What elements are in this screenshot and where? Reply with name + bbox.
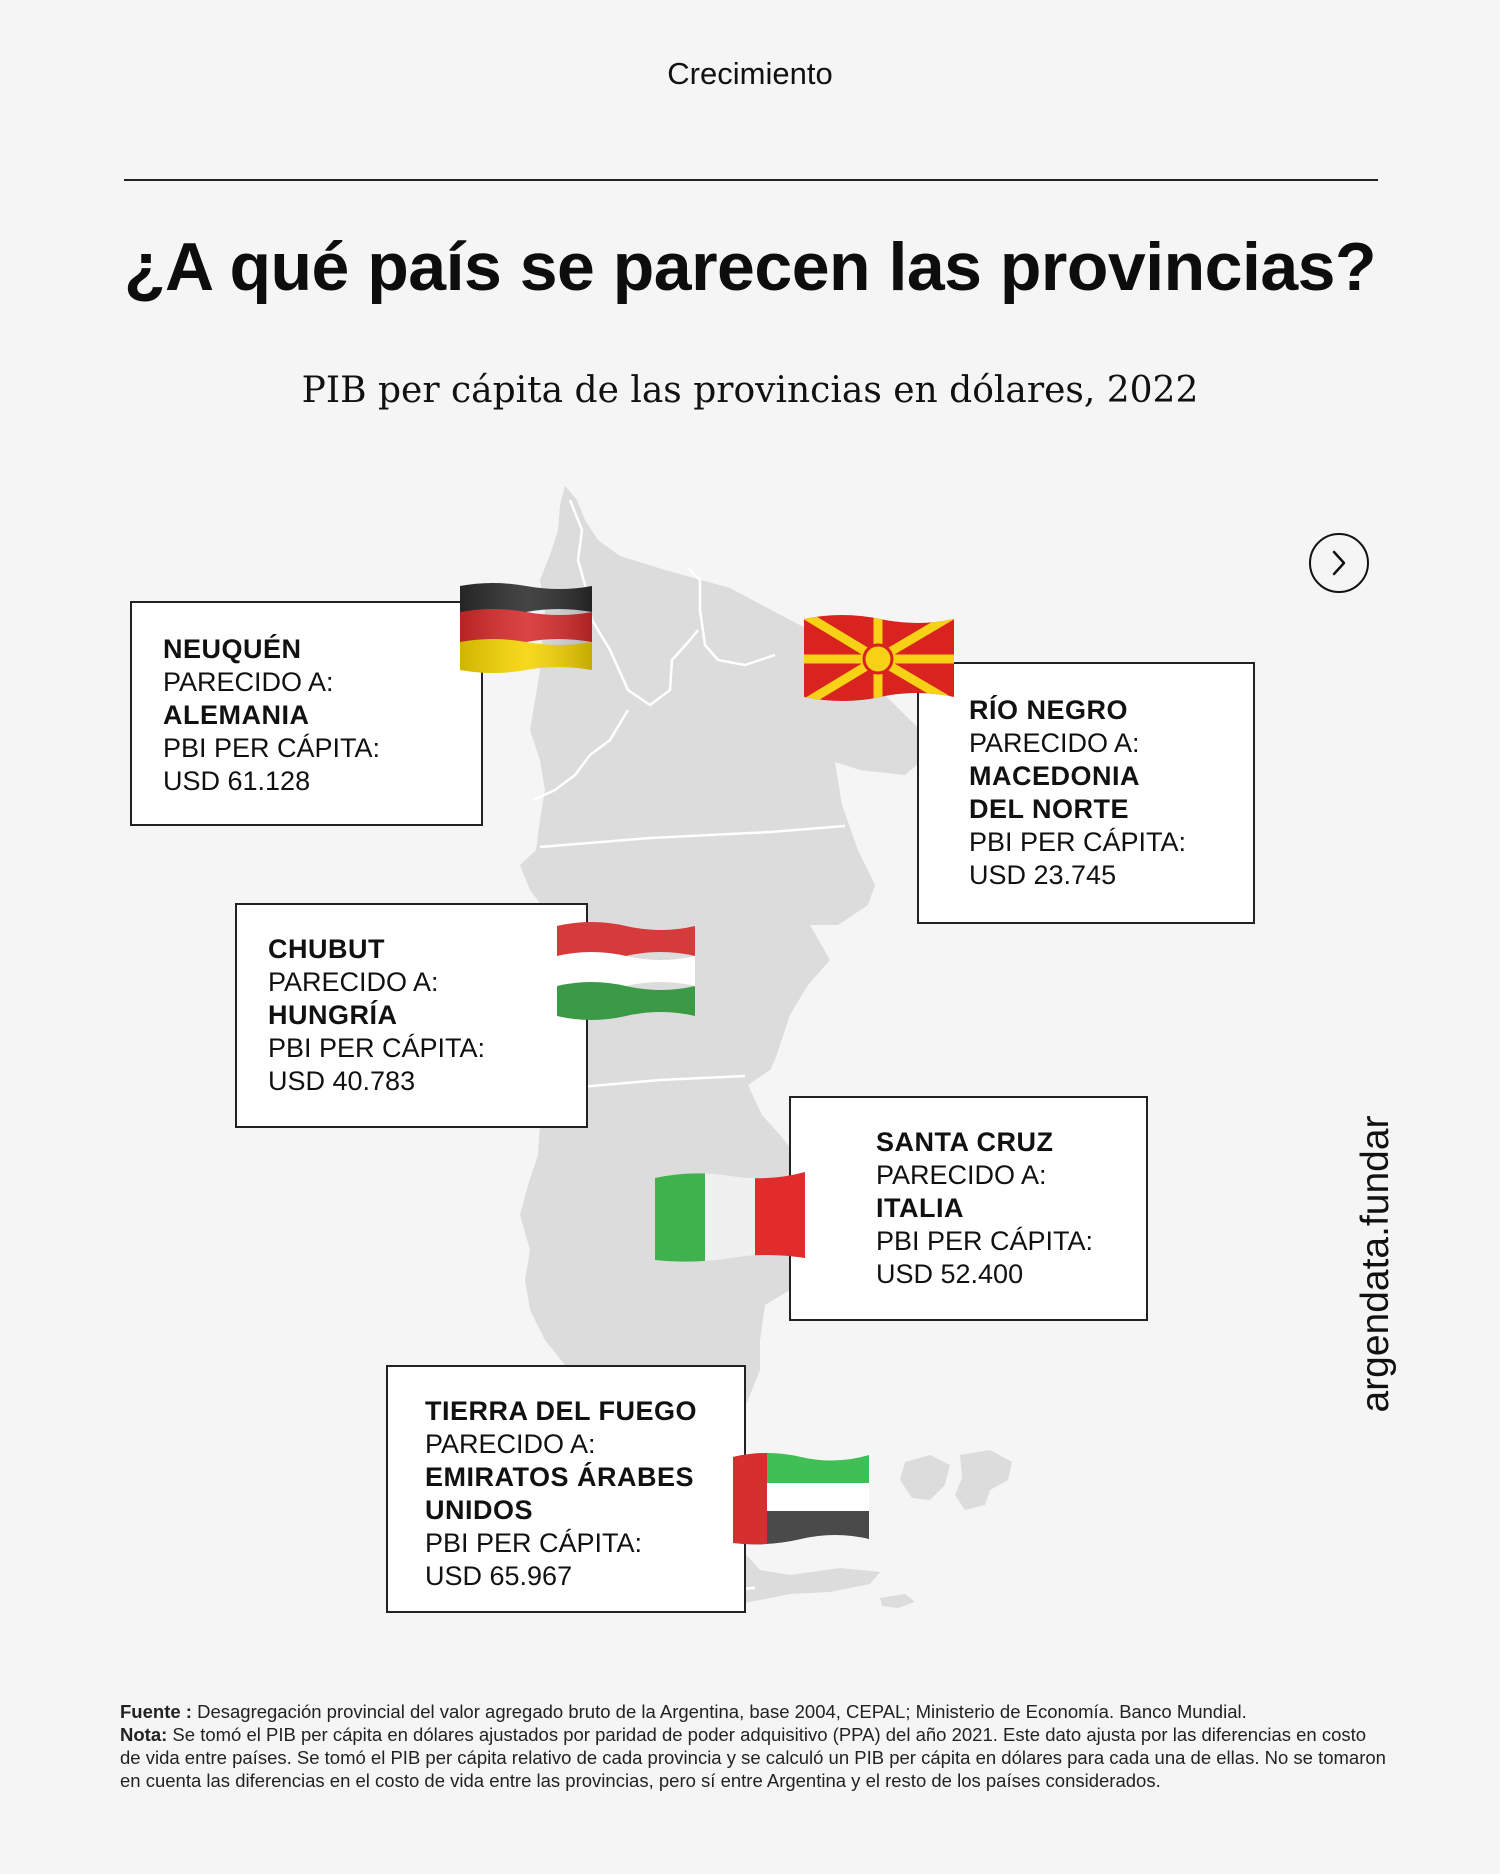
- card-gdp-label: PBI PER CÁPITA:: [425, 1528, 643, 1558]
- card-santa-cruz: SANTA CRUZ PARECIDO A: ITALIA PBI PER CÁ…: [789, 1096, 1148, 1321]
- map-border-rionegro-chubut: [539, 824, 846, 849]
- card-gdp-label: PBI PER CÁPITA:: [163, 733, 381, 763]
- card-rio-negro: RÍO NEGRO PARECIDO A: MACEDONIA DEL NORT…: [917, 662, 1255, 924]
- germany-flag-icon: [460, 583, 592, 673]
- chevron-right-icon: [1332, 550, 1346, 576]
- note-line: Nota: Se tomó el PIB per cápita en dólar…: [120, 1723, 1390, 1792]
- source-text: Desagregación provincial del valor agreg…: [191, 1701, 1247, 1722]
- map-malvinas-east: [955, 1450, 1012, 1510]
- card-chubut: CHUBUT PARECIDO A: HUNGRÍA PBI PER CÁPIT…: [235, 903, 588, 1128]
- card-gdp-value: USD 40.783: [268, 1066, 416, 1096]
- card-gdp-value: USD 65.967: [425, 1561, 573, 1591]
- map-island-small: [880, 1594, 915, 1608]
- map-malvinas-west: [900, 1455, 950, 1500]
- map-border-neuquen-rionegro: [568, 499, 699, 707]
- card-similar-label: PARECIDO A:: [876, 1160, 1047, 1190]
- source-label: Fuente :: [120, 1701, 192, 1722]
- map-border-chubut-santacruz: [579, 1074, 746, 1089]
- uae-flag-icon: [733, 1453, 869, 1545]
- card-province: SANTA CRUZ: [876, 1127, 1054, 1157]
- card-province: RÍO NEGRO: [969, 695, 1129, 725]
- header-divider: [124, 179, 1378, 181]
- brand-logo: argendata.fundar: [1346, 1084, 1406, 1444]
- card-country: HUNGRÍA: [268, 1000, 398, 1030]
- card-tierra-del-fuego: TIERRA DEL FUEGO PARECIDO A: EMIRATOS ÁR…: [386, 1365, 746, 1613]
- card-country: ITALIA: [876, 1193, 964, 1223]
- card-province: CHUBUT: [268, 934, 385, 964]
- source-line: Fuente : Desagregación provincial del va…: [120, 1700, 1390, 1723]
- page-title: ¿A qué país se parecen las provincias?: [123, 229, 1377, 305]
- italy-flag-icon: [655, 1172, 805, 1262]
- map-border-neuquen-south: [532, 709, 630, 802]
- card-gdp-value: USD 61.128: [163, 766, 311, 796]
- map-mainland: [520, 486, 925, 1610]
- card-country-line2: UNIDOS: [425, 1495, 534, 1525]
- card-country-line2: DEL NORTE: [969, 794, 1130, 824]
- footnote: Fuente : Desagregación provincial del va…: [120, 1700, 1390, 1792]
- brand-text: argendata.fundar: [1354, 1115, 1397, 1413]
- card-similar-label: PARECIDO A:: [425, 1429, 596, 1459]
- card-gdp-label: PBI PER CÁPITA:: [268, 1033, 486, 1063]
- card-province: NEUQUÉN: [163, 634, 302, 664]
- map-border-mendoza: [687, 567, 776, 667]
- note-label: Nota:: [120, 1724, 168, 1745]
- card-similar-label: PARECIDO A:: [163, 667, 334, 697]
- card-neuquen: NEUQUÉN PARECIDO A: ALEMANIA PBI PER CÁP…: [130, 601, 483, 826]
- card-similar-label: PARECIDO A:: [969, 728, 1140, 758]
- page-subtitle: PIB per cápita de las provincias en dóla…: [301, 370, 1199, 411]
- card-country-line1: EMIRATOS ÁRABES: [425, 1462, 695, 1492]
- next-button[interactable]: [1309, 533, 1369, 593]
- card-gdp-value: USD 52.400: [876, 1259, 1024, 1289]
- card-country: ALEMANIA: [163, 700, 310, 730]
- card-country-line1: MACEDONIA: [969, 761, 1140, 791]
- north-macedonia-flag-icon: [804, 615, 954, 701]
- card-gdp-label: PBI PER CÁPITA:: [876, 1226, 1094, 1256]
- note-text: Se tomó el PIB per cápita en dólares aju…: [120, 1724, 1386, 1791]
- card-gdp-value: USD 23.745: [969, 860, 1117, 890]
- card-gdp-label: PBI PER CÁPITA:: [969, 827, 1187, 857]
- card-similar-label: PARECIDO A:: [268, 967, 439, 997]
- hungary-flag-icon: [557, 922, 695, 1020]
- section-label: Crecimiento: [667, 56, 833, 91]
- card-province: TIERRA DEL FUEGO: [425, 1396, 698, 1426]
